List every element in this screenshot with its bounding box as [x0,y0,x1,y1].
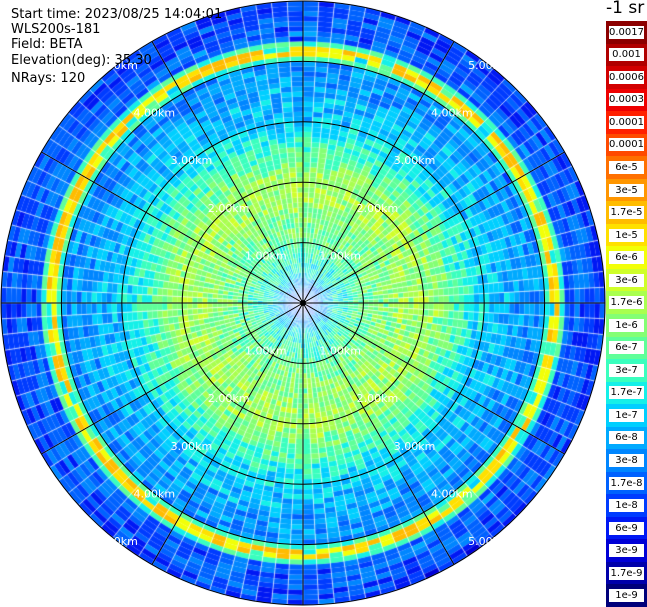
colorbar-tick-label: 6e-9 [609,521,644,535]
colorbar-tick-label: 1e-7 [609,408,644,422]
colorbar-tick-label: 1.7e-8 [609,476,644,490]
azimuth-spoke [151,302,304,565]
colorbar-swatch: 6e-7 [606,336,647,360]
radar-origin [300,300,306,306]
colorbar-title: -1 sr [606,0,645,18]
colorbar-swatch: 1.7e-9 [606,561,647,585]
range-ring-label: 1.00km [245,249,287,262]
colorbar-tick-label: 0.00017 [609,115,644,129]
range-ring-label: 4.00km [431,487,473,500]
colorbar-tick-label: 6e-5 [609,160,644,174]
colorbar-swatch: 1e-8 [606,494,647,518]
colorbar-swatch: 0.0017 [606,21,647,45]
colorbar-swatch: 1.7e-7 [606,381,647,405]
colorbar-swatch: 3e-6 [606,268,647,292]
colorbar-swatch: 3e-5 [606,178,647,202]
start-time-label: Start time: 2023/08/25 14:04:01 [11,7,223,22]
colorbar-tick-label: 6e-6 [609,251,644,265]
colorbar: 0.0017 0.001 0.0006 0.0003 0.00017 0.0001 6e-5… [606,21,647,607]
range-ring-label: 3.00km [171,440,213,453]
colorbar-swatch: 1e-6 [606,314,647,338]
range-ring-label: 2.00km [208,202,250,215]
range-ring-label: 5.00km [96,59,138,72]
azimuth-spoke [302,302,455,565]
colorbar-tick-label: 0.001 [609,48,644,62]
colorbar-tick-label: 1e-9 [609,589,644,603]
azimuth-spoke [151,41,304,304]
range-ring-label: 5.00km [468,535,510,548]
colorbar-tick-label: 1.7e-9 [609,566,644,580]
azimuth-spoke [41,151,304,304]
colorbar-tick-label: 1e-5 [609,228,644,242]
colorbar-tick-label: 0.0006 [609,70,644,84]
colorbar-tick-label: 6e-7 [609,341,644,355]
colorbar-swatch: 1.7e-5 [606,201,647,225]
colorbar-swatch: 6e-9 [606,516,647,540]
colorbar-swatch: 0.00017 [606,111,647,135]
range-ring-label: 1.00km [319,249,361,262]
colorbar-tick-label: 1.7e-5 [609,206,644,220]
colorbar-swatch: 6e-8 [606,426,647,450]
elevation-label: Elevation(deg): 35.30 [11,53,152,68]
azimuth-spoke [302,151,565,304]
range-ring-label: 3.00km [394,154,436,167]
colorbar-swatch: 1e-9 [606,584,647,607]
range-ring-label: 5.00km [96,535,138,548]
colorbar-tick-label: 1e-6 [609,318,644,332]
colorbar-tick-label: 6e-8 [609,431,644,445]
colorbar-swatch: 1e-5 [606,223,647,247]
colorbar-tick-label: 0.0003 [609,93,644,107]
range-ring-label: 2.00km [357,392,399,405]
colorbar-tick-label: 1e-8 [609,499,644,513]
colorbar-tick-label: 1.7e-7 [609,386,644,400]
colorbar-swatch: 6e-6 [606,246,647,270]
colorbar-swatch: 6e-5 [606,156,647,180]
range-ring-label: 2.00km [357,202,399,215]
colorbar-swatch: 3e-7 [606,359,647,383]
colorbar-tick-label: 0.0001 [609,138,644,152]
range-ring-label: 4.00km [133,487,175,500]
colorbar-swatch: 3e-8 [606,449,647,473]
range-ring-label: 1.00km [245,345,287,358]
colorbar-tick-label: 0.0017 [609,25,644,39]
range-ring-label: 2.00km [208,392,250,405]
range-ring-label: 4.00km [431,107,473,120]
colorbar-swatch: 0.0003 [606,88,647,112]
colorbar-tick-label: 3e-6 [609,273,644,287]
colorbar-tick-label: 3e-9 [609,544,644,558]
colorbar-tick-label: 3e-8 [609,453,644,467]
range-ring-label: 4.00km [133,107,175,120]
instrument-label: WLS200s-181 [11,22,101,37]
field-label: Field: BETA [11,37,83,52]
colorbar-tick-label: 3e-5 [609,183,644,197]
colorbar-swatch: 0.0001 [606,133,647,157]
ppi-grid-overlay: 1.00km 1.00km 1.00km 1.00km 2.00km 2.00km 2.00… [0,0,606,606]
colorbar-swatch: 3e-9 [606,539,647,563]
colorbar-tick-label: 1.7e-6 [609,296,644,310]
range-ring-label: 1.00km [319,345,361,358]
colorbar-swatch: 1e-7 [606,404,647,428]
colorbar-swatch: 0.001 [606,43,647,67]
colorbar-swatch: 1.7e-8 [606,471,647,495]
azimuth-spoke [302,302,565,455]
colorbar-tick-label: 3e-7 [609,363,644,377]
azimuth-spoke [302,41,455,304]
nrays-label: NRays: 120 [11,71,86,86]
range-ring-label: 3.00km [171,154,213,167]
azimuth-spoke [41,302,304,455]
colorbar-swatch: 1.7e-6 [606,291,647,315]
colorbar-swatch: 0.0006 [606,66,647,90]
range-ring-label: 3.00km [394,440,436,453]
range-ring-label: 5.00km [468,59,510,72]
